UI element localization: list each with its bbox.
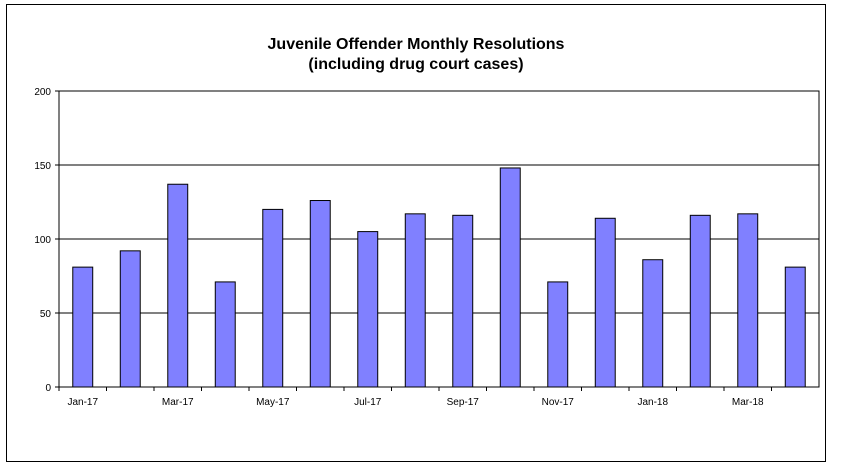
bar-Oct-17 — [499, 167, 521, 388]
bar-Mar-18 — [737, 213, 759, 388]
bar-Mar-17 — [167, 183, 189, 388]
bar-May-17 — [262, 208, 284, 388]
bar-Aug-17 — [404, 213, 426, 388]
x-tick-label: Mar-17 — [162, 397, 194, 408]
bars — [72, 167, 806, 388]
bar-Nov-17 — [547, 281, 569, 388]
chart-subtitle: (including drug court cases) — [308, 56, 523, 73]
y-tick-label: 150 — [34, 161, 51, 172]
y-tick-label: 0 — [45, 383, 51, 394]
x-tick-label: Nov-17 — [542, 397, 575, 408]
x-axis: Jan-17 Mar-17 May-17 Jul-17 Sep-17 Nov-17 Jan-… — [58, 387, 772, 408]
y-tick-label: 50 — [40, 309, 52, 320]
bar-Jan-17 — [72, 266, 94, 388]
bar-Feb-18 — [689, 214, 711, 388]
bar-Apr-17 — [214, 281, 236, 388]
y-tick-label: 200 — [34, 87, 51, 98]
x-tick-label: Jan-17 — [67, 397, 98, 408]
x-tick-label: Jul-17 — [354, 397, 382, 408]
chart-title: Juvenile Offender Monthly Resolutions — [268, 36, 565, 53]
chart-frame: Juvenile Offender Monthly Resolutions (i… — [6, 4, 826, 462]
bar-Jul-17 — [357, 231, 379, 388]
bar-chart: Juvenile Offender Monthly Resolutions (i… — [34, 36, 820, 408]
x-tick-label: Jan-18 — [637, 397, 668, 408]
x-tick-label: May-17 — [256, 397, 290, 408]
bar-Dec-17 — [594, 217, 616, 388]
x-tick-label: Sep-17 — [447, 397, 480, 408]
bar-Jan-18 — [642, 259, 664, 388]
bar-Apr-18 — [784, 266, 806, 388]
y-axis: 0 50 100 150 200 — [34, 87, 59, 394]
bar-Jun-17 — [309, 200, 331, 388]
y-tick-label: 100 — [34, 235, 51, 246]
bar-Feb-17 — [119, 250, 141, 388]
bar-Sep-17 — [452, 214, 474, 388]
x-tick-label: Mar-18 — [732, 397, 764, 408]
